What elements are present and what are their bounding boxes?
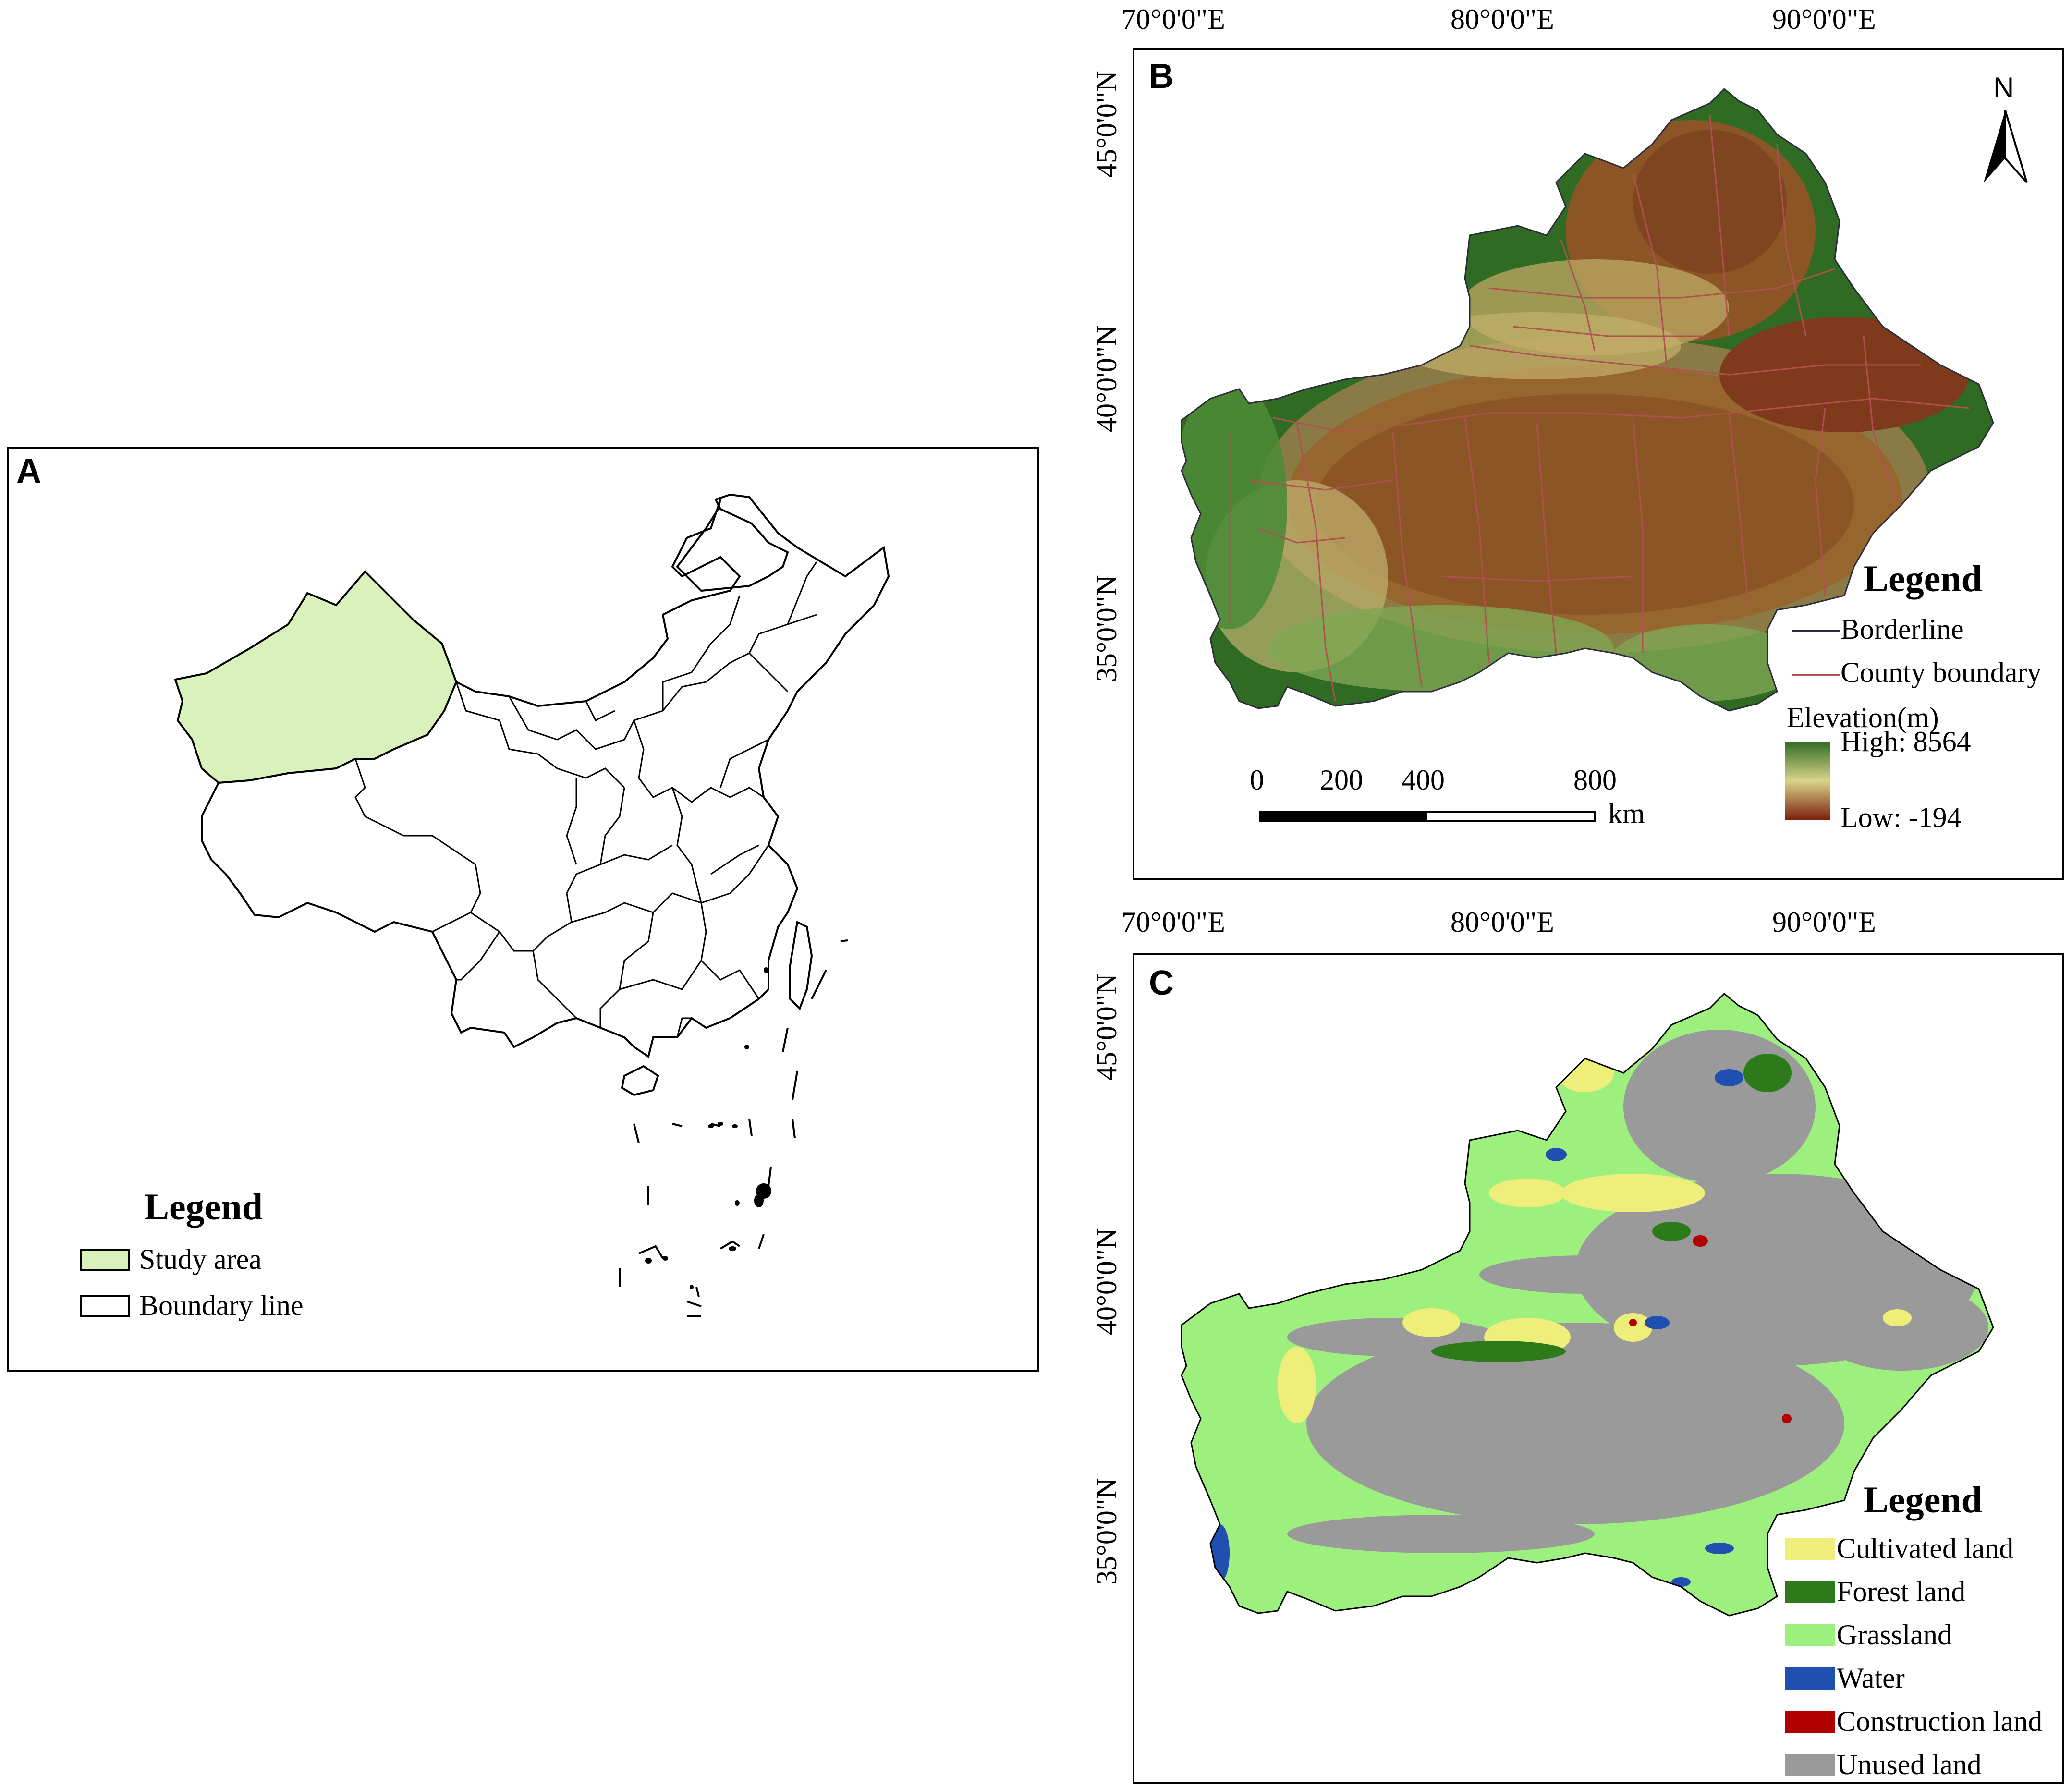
panel-c-lon-label-80: 80°0'0"E: [1450, 906, 1554, 938]
legend-elevation-high: High: 8564: [1840, 726, 1971, 757]
legend-label-forest-land: Forest land: [1837, 1576, 1966, 1607]
hainan-island: [621, 1065, 659, 1096]
scale-tick-800: 800: [1573, 764, 1617, 796]
legend-elevation-title: Elevation(m): [1787, 702, 1939, 733]
taiwan-island: [789, 921, 813, 1010]
panel-b-letter: B: [1149, 57, 1174, 96]
scale-bar-filled: [1261, 813, 1427, 820]
legend-swatch-forest-land: [1785, 1581, 1835, 1603]
legend-label-county-boundary: County boundary: [1840, 657, 2042, 688]
panel-c-lon-label-90: 90°0'0"E: [1772, 906, 1876, 938]
north-label: N: [1993, 72, 2014, 104]
county-boundaries: [1229, 115, 1970, 702]
legend-label-grassland: Grassland: [1837, 1619, 1952, 1651]
panel-a-letter: A: [16, 452, 41, 490]
county-boundary-symbol: [1792, 674, 1840, 676]
south-china-sea-marks: [619, 939, 848, 1317]
panel-c-letter: C: [1149, 964, 1174, 1002]
legend-label-construction-land: Construction land: [1837, 1705, 2043, 1737]
legend-swatch-unused-land: [1785, 1754, 1835, 1776]
legend-swatch-cultivated-land: [1785, 1538, 1835, 1560]
legend-swatch-water: [1785, 1667, 1835, 1690]
scale-unit: km: [1608, 798, 1645, 829]
scale-bar: [1259, 811, 1596, 822]
panel-c-lon-label-70: 70°0'0"E: [1121, 906, 1225, 938]
legend-swatch-boundary-line: [80, 1295, 130, 1317]
legend-label-borderline: Borderline: [1840, 613, 1964, 645]
legend-elevation-low: Low: -194: [1840, 802, 1962, 833]
legend-label-study-area: Study area: [139, 1243, 262, 1275]
island-dots: [645, 967, 771, 1289]
panel-b-lon-label-70: 70°0'0"E: [1121, 3, 1225, 35]
panel-c-legend-title: Legend: [1864, 1479, 1983, 1520]
borderline-symbol: [1792, 630, 1840, 632]
legend-swatch-study-area: [80, 1249, 130, 1271]
legend-swatch-grassland: [1785, 1624, 1835, 1646]
panel-a-legend-title: Legend: [144, 1186, 263, 1228]
scale-tick-200: 200: [1320, 764, 1363, 796]
scale-tick-0: 0: [1250, 764, 1264, 796]
legend-swatch-construction-land: [1785, 1711, 1835, 1733]
land-use-map: [1181, 993, 1994, 1617]
province-lines: [354, 561, 817, 1038]
elevation-color-ramp: [1785, 742, 1830, 820]
panel-b-lon-label-90: 90°0'0"E: [1772, 3, 1876, 35]
legend-label-unused-land: Unused land: [1837, 1749, 1982, 1780]
legend-label-cultivated-land: Cultivated land: [1837, 1533, 2014, 1564]
north-arrow-icon: [1984, 110, 2028, 183]
panel-b-legend-title: Legend: [1864, 558, 1983, 599]
panel-b-lon-label-80: 80°0'0"E: [1450, 3, 1554, 35]
legend-label-water: Water: [1837, 1662, 1905, 1694]
legend-label-boundary-line: Boundary line: [139, 1289, 304, 1321]
scale-tick-400: 400: [1402, 764, 1445, 796]
